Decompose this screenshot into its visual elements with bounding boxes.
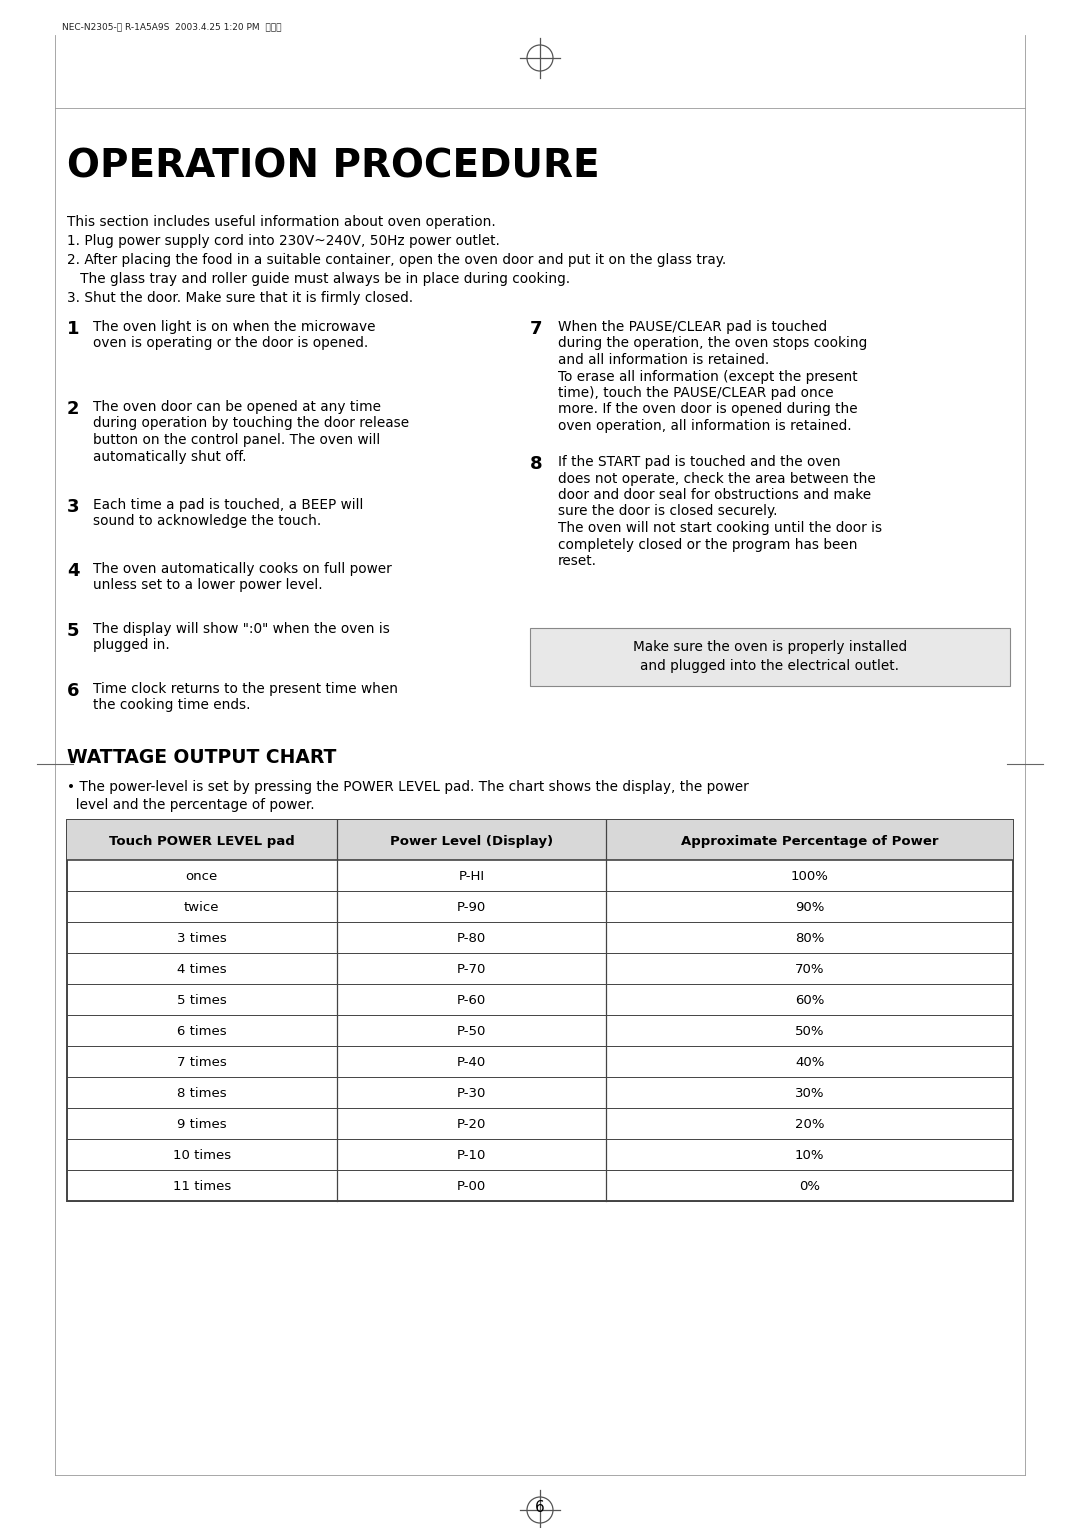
Text: The glass tray and roller guide must always be in place during cooking.: The glass tray and roller guide must alw… xyxy=(67,272,570,286)
Text: This section includes useful information about oven operation.: This section includes useful information… xyxy=(67,215,496,229)
Text: WATTAGE OUTPUT CHART: WATTAGE OUTPUT CHART xyxy=(67,749,336,767)
Text: does not operate, check the area between the: does not operate, check the area between… xyxy=(558,472,876,486)
Bar xyxy=(67,821,1013,860)
Text: during operation by touching the door release: during operation by touching the door re… xyxy=(93,417,409,431)
Text: 1. Plug power supply cord into 230V~240V, 50Hz power outlet.: 1. Plug power supply cord into 230V~240V… xyxy=(67,234,500,248)
Bar xyxy=(530,628,1010,686)
Text: P-80: P-80 xyxy=(457,932,486,944)
Text: the cooking time ends.: the cooking time ends. xyxy=(93,698,251,712)
Text: 80%: 80% xyxy=(795,932,824,944)
Text: 2: 2 xyxy=(67,400,80,419)
Text: The oven will not start cooking until the door is: The oven will not start cooking until th… xyxy=(558,521,882,535)
Text: NEC-N2305-山 R-1A5A9S  2003.4.25 1:20 PM  페이지: NEC-N2305-山 R-1A5A9S 2003.4.25 1:20 PM 페… xyxy=(62,21,282,31)
Text: The display will show ":0" when the oven is: The display will show ":0" when the oven… xyxy=(93,622,390,636)
Text: 7 times: 7 times xyxy=(177,1056,227,1070)
Text: 3 times: 3 times xyxy=(177,932,227,944)
Bar xyxy=(67,821,1013,1201)
Text: oven operation, all information is retained.: oven operation, all information is retai… xyxy=(558,419,852,432)
Text: sound to acknowledge the touch.: sound to acknowledge the touch. xyxy=(93,515,321,529)
Text: 90%: 90% xyxy=(795,902,824,914)
Text: Each time a pad is touched, a BEEP will: Each time a pad is touched, a BEEP will xyxy=(93,498,363,512)
Text: 60%: 60% xyxy=(795,995,824,1007)
Text: Power Level (Display): Power Level (Display) xyxy=(390,836,553,848)
Text: 100%: 100% xyxy=(791,869,828,883)
Text: Touch POWER LEVEL pad: Touch POWER LEVEL pad xyxy=(109,836,295,848)
Text: 1: 1 xyxy=(67,319,80,338)
Text: P-20: P-20 xyxy=(457,1118,486,1131)
Text: during the operation, the oven stops cooking: during the operation, the oven stops coo… xyxy=(558,336,867,350)
Text: 7: 7 xyxy=(530,319,542,338)
Text: 9 times: 9 times xyxy=(177,1118,227,1131)
Text: twice: twice xyxy=(184,902,219,914)
Text: 11 times: 11 times xyxy=(173,1180,231,1193)
Text: 6: 6 xyxy=(535,1500,545,1514)
Text: 3. Shut the door. Make sure that it is firmly closed.: 3. Shut the door. Make sure that it is f… xyxy=(67,290,414,306)
Text: Time clock returns to the present time when: Time clock returns to the present time w… xyxy=(93,681,399,695)
Text: oven is operating or the door is opened.: oven is operating or the door is opened. xyxy=(93,336,368,350)
Text: If the START pad is touched and the oven: If the START pad is touched and the oven xyxy=(558,455,840,469)
Text: door and door seal for obstructions and make: door and door seal for obstructions and … xyxy=(558,487,872,503)
Text: 2. After placing the food in a suitable container, open the oven door and put it: 2. After placing the food in a suitable … xyxy=(67,254,726,267)
Text: 50%: 50% xyxy=(795,1025,824,1038)
Text: 4: 4 xyxy=(67,562,80,581)
Text: more. If the oven door is opened during the: more. If the oven door is opened during … xyxy=(558,402,858,417)
Text: automatically shut off.: automatically shut off. xyxy=(93,449,246,463)
Text: OPERATION PROCEDURE: OPERATION PROCEDURE xyxy=(67,148,599,186)
Text: When the PAUSE/CLEAR pad is touched: When the PAUSE/CLEAR pad is touched xyxy=(558,319,827,335)
Text: and plugged into the electrical outlet.: and plugged into the electrical outlet. xyxy=(640,659,900,672)
Text: reset.: reset. xyxy=(558,555,597,568)
Text: The oven light is on when the microwave: The oven light is on when the microwave xyxy=(93,319,376,335)
Text: 70%: 70% xyxy=(795,963,824,976)
Text: 10 times: 10 times xyxy=(173,1149,231,1161)
Text: completely closed or the program has been: completely closed or the program has bee… xyxy=(558,538,858,552)
Text: button on the control panel. The oven will: button on the control panel. The oven wi… xyxy=(93,432,380,448)
Text: 6: 6 xyxy=(67,681,80,700)
Text: P-10: P-10 xyxy=(457,1149,486,1161)
Text: 6 times: 6 times xyxy=(177,1025,227,1038)
Text: To erase all information (except the present: To erase all information (except the pre… xyxy=(558,370,858,384)
Text: P-50: P-50 xyxy=(457,1025,486,1038)
Text: and all information is retained.: and all information is retained. xyxy=(558,353,769,367)
Text: • The power-level is set by pressing the POWER LEVEL pad. The chart shows the di: • The power-level is set by pressing the… xyxy=(67,779,748,795)
Text: Approximate Percentage of Power: Approximate Percentage of Power xyxy=(680,836,939,848)
Text: 5: 5 xyxy=(67,622,80,640)
Text: unless set to a lower power level.: unless set to a lower power level. xyxy=(93,579,323,593)
Text: Make sure the oven is properly installed: Make sure the oven is properly installed xyxy=(633,640,907,654)
Text: 30%: 30% xyxy=(795,1086,824,1100)
Text: level and the percentage of power.: level and the percentage of power. xyxy=(67,798,314,811)
Text: 3: 3 xyxy=(67,498,80,516)
Text: P-60: P-60 xyxy=(457,995,486,1007)
Text: 20%: 20% xyxy=(795,1118,824,1131)
Text: 0%: 0% xyxy=(799,1180,820,1193)
Text: time), touch the PAUSE/CLEAR pad once: time), touch the PAUSE/CLEAR pad once xyxy=(558,387,834,400)
Text: once: once xyxy=(186,869,218,883)
Text: 8 times: 8 times xyxy=(177,1086,227,1100)
Text: P-40: P-40 xyxy=(457,1056,486,1070)
Text: plugged in.: plugged in. xyxy=(93,639,170,652)
Text: P-HI: P-HI xyxy=(458,869,485,883)
Text: P-30: P-30 xyxy=(457,1086,486,1100)
Text: sure the door is closed securely.: sure the door is closed securely. xyxy=(558,504,778,518)
Text: 8: 8 xyxy=(530,455,542,474)
Text: 40%: 40% xyxy=(795,1056,824,1070)
Text: 10%: 10% xyxy=(795,1149,824,1161)
Text: P-70: P-70 xyxy=(457,963,486,976)
Text: 5 times: 5 times xyxy=(177,995,227,1007)
Text: 4 times: 4 times xyxy=(177,963,227,976)
Text: The oven automatically cooks on full power: The oven automatically cooks on full pow… xyxy=(93,562,392,576)
Text: P-00: P-00 xyxy=(457,1180,486,1193)
Text: The oven door can be opened at any time: The oven door can be opened at any time xyxy=(93,400,381,414)
Text: P-90: P-90 xyxy=(457,902,486,914)
